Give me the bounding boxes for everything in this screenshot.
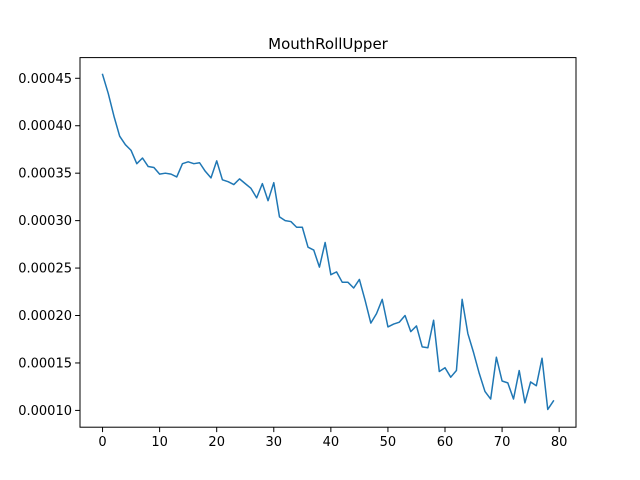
y-tick-label: 0.00015 [18,356,72,371]
y-tick-label: 0.00010 [18,404,72,419]
y-tick-label: 0.00035 [18,167,72,182]
y-tick-label: 0.00020 [18,309,72,324]
y-tick-label: 0.00045 [18,72,72,87]
x-axis: 0 10 20 30 40 50 60 70 80 [98,427,567,450]
x-tick-label: 20 [208,435,225,450]
chart-title: MouthRollUpper [268,35,389,53]
x-tick-label: 70 [494,435,511,450]
plot-area [101,73,555,411]
series-line [101,73,555,411]
x-tick-label: 40 [323,435,340,450]
x-tick-label: 10 [151,435,168,450]
x-tick-label: 30 [266,435,283,450]
x-tick-label: 0 [98,435,106,450]
y-axis: 0.00010 0.00015 0.00020 0.00025 0.00030 0.000… [18,72,80,419]
y-tick-label: 0.00025 [18,262,72,277]
y-tick-label: 0.00040 [18,119,72,134]
y-tick-label: 0.00030 [18,214,72,229]
x-tick-label: 50 [380,435,397,450]
x-tick-label: 60 [437,435,454,450]
plot-frame [79,57,577,428]
x-tick-label: 80 [551,435,568,450]
